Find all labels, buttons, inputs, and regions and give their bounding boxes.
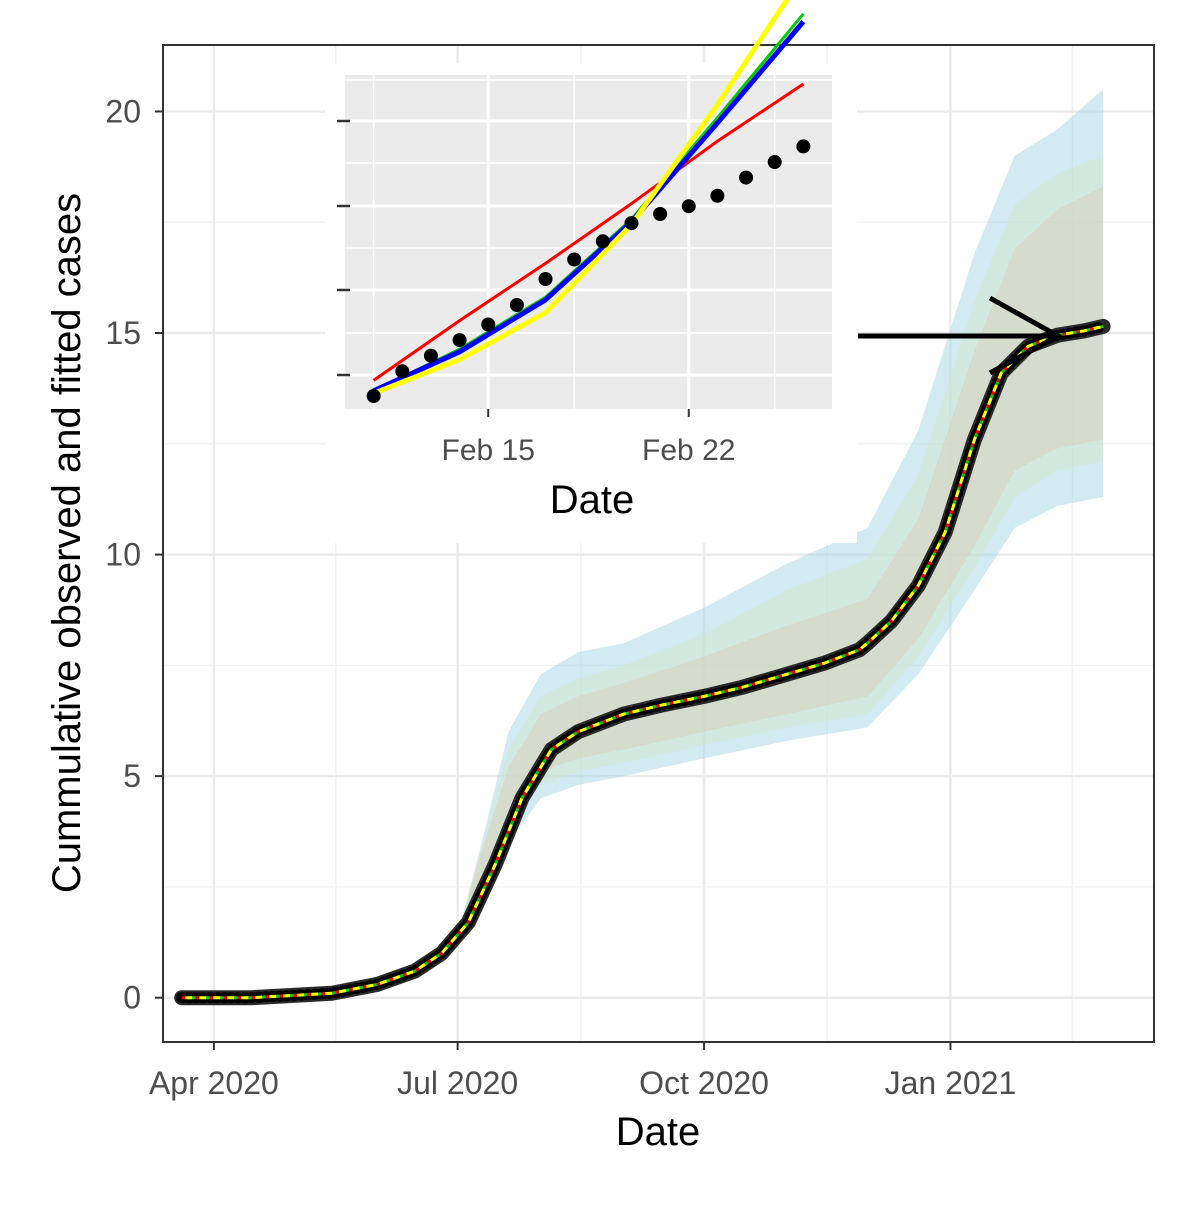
main-plot-border: [162, 44, 1155, 1043]
inset-fitted-line: [372, 0, 790, 396]
inset-axes: Feb 15 Feb 22: [337, 119, 735, 467]
confidence-band: [457, 186, 1104, 941]
confidence-bands: [457, 89, 1104, 941]
inset-observed-point: [739, 170, 754, 185]
inset-x-axis-title: Date: [550, 478, 635, 522]
inset-observed-point: [366, 389, 381, 403]
inset-observed-point: [681, 199, 696, 214]
main-x-tick-label: Jul 2020: [397, 1065, 518, 1101]
main-y-tick-label: 0: [123, 980, 141, 1016]
inset-observed-point: [710, 188, 725, 203]
inset-observed-point: [481, 317, 496, 332]
inset-observed-point: [509, 298, 524, 312]
inset-observed-point: [595, 234, 610, 249]
main-y-tick-label: 5: [123, 758, 141, 794]
main-series: [174, 318, 1111, 1006]
main-y-tick-label: 10: [105, 537, 141, 573]
arrow-head: [988, 295, 1064, 376]
inset-observed-point: [653, 207, 668, 221]
main-y-tick-label: 15: [105, 315, 141, 351]
inset-observed-point: [395, 364, 410, 379]
inset-observed-point: [452, 333, 467, 348]
main-x-axis-title: Date: [616, 1110, 701, 1154]
main-y-axis-title: Cummulative observed and fitted cases: [45, 193, 89, 893]
inset-x-tick-label: Feb 22: [642, 434, 735, 467]
inset-series: [366, 0, 811, 403]
inset-plot-panel: [345, 75, 832, 409]
inset-observed-point: [423, 348, 438, 363]
zoom-arrow: [858, 295, 1064, 376]
inset-observed-point: [538, 272, 553, 286]
main-x-tick-label: Oct 2020: [639, 1065, 769, 1101]
main-axes: 0 5 10 15 20 Apr 2020 Jul 2020 Oct 2020 Jan 2021: [105, 93, 1016, 1101]
inset-chart: Feb 15 Feb 22 Date: [325, 0, 857, 543]
inset-observed-point: [796, 139, 811, 154]
fitted-line: [181, 324, 1104, 1000]
inset-fitted-line: [372, 19, 806, 394]
main-x-tick-label: Jan 2021: [885, 1065, 1017, 1101]
inset-x-tick-label: Feb 15: [442, 434, 535, 467]
inset-observed-point: [767, 155, 782, 169]
inset-fitted-line: [372, 82, 805, 382]
main-x-tick-label: Apr 2020: [149, 1065, 279, 1101]
inset-observed-point: [567, 252, 582, 267]
main-y-tick-label: 20: [105, 93, 141, 129]
inset-observed-point: [624, 216, 639, 231]
